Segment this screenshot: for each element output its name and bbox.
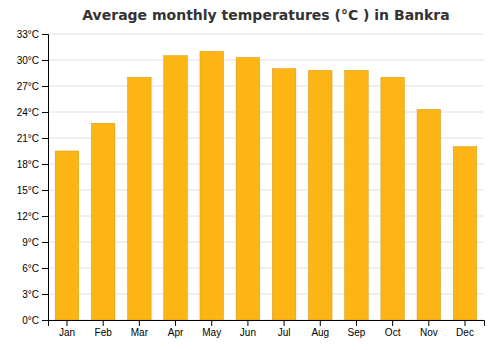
tick-label: May xyxy=(202,327,221,338)
grid-line xyxy=(48,34,484,35)
bar xyxy=(200,51,224,320)
tick-label: 9°C xyxy=(22,237,39,248)
x-tick: Dec xyxy=(456,320,474,338)
tick-mark xyxy=(42,34,48,35)
tick-mark xyxy=(392,320,393,326)
grid xyxy=(48,34,484,320)
tick-label: Oct xyxy=(385,327,401,338)
tick-label: Dec xyxy=(456,327,474,338)
y-tick: 18°C xyxy=(17,159,48,170)
tick-label: 27°C xyxy=(17,81,39,92)
bars xyxy=(55,51,477,320)
tick-mark xyxy=(139,320,140,326)
tick-label: Jun xyxy=(240,327,256,338)
tick-label: 21°C xyxy=(17,133,39,144)
x-tick: Oct xyxy=(385,320,401,338)
axis-line xyxy=(42,35,49,321)
tick-mark xyxy=(103,320,104,326)
tick-label: Mar xyxy=(131,327,149,338)
tick-mark xyxy=(320,320,321,326)
tick-mark xyxy=(42,216,48,217)
title: Average monthly temperatures (°C ) in Ba… xyxy=(82,7,449,23)
grid-line xyxy=(48,86,484,87)
tick-label: Nov xyxy=(420,327,438,338)
grid-line xyxy=(48,60,484,61)
y-tick: 15°C xyxy=(17,185,48,196)
axis-line xyxy=(49,321,485,327)
tick-mark xyxy=(42,242,48,243)
y-tick: 24°C xyxy=(17,107,48,118)
bar xyxy=(128,77,152,320)
y-tick: 27°C xyxy=(17,81,48,92)
y-tick: 33°C xyxy=(17,29,48,40)
plot-area: 0°C 3°C 6°C 9°C 12°C 15°C 18°C 21°C 24°C 27°C 30°C… xyxy=(17,29,485,338)
bar xyxy=(272,69,296,320)
bar xyxy=(91,123,115,320)
tick-mark xyxy=(42,138,48,139)
y-tick: 21°C xyxy=(17,133,48,144)
bar xyxy=(164,56,188,320)
bar xyxy=(345,70,369,320)
tick-label: 30°C xyxy=(17,55,39,66)
tick-label: 12°C xyxy=(17,211,39,222)
tick-mark xyxy=(175,320,176,326)
y-axis: 0°C 3°C 6°C 9°C 12°C 15°C 18°C 21°C 24°C 27°C 30°C… xyxy=(17,29,49,326)
tick-mark xyxy=(42,190,48,191)
bar xyxy=(55,151,79,320)
tick-label: Apr xyxy=(168,327,184,338)
tick-mark xyxy=(211,320,212,326)
tick-label: Aug xyxy=(311,327,329,338)
bar xyxy=(309,70,333,320)
y-tick: 6°C xyxy=(22,263,48,274)
tick-label: 24°C xyxy=(17,107,39,118)
y-tick: 12°C xyxy=(17,211,48,222)
tick-label: Sep xyxy=(348,327,366,338)
x-tick: Sep xyxy=(348,320,366,338)
tick-mark xyxy=(284,320,285,326)
tick-mark xyxy=(247,320,248,326)
tick-mark xyxy=(42,268,48,269)
tick-mark xyxy=(356,320,357,326)
x-tick: Mar xyxy=(131,320,149,338)
tick-label: 0°C xyxy=(22,315,39,326)
x-tick: Aug xyxy=(311,320,329,338)
bar xyxy=(417,109,441,320)
tick-mark xyxy=(465,320,466,326)
chart: 0°C 3°C 6°C 9°C 12°C 15°C 18°C 21°C 24°C 27°C 30°C… xyxy=(0,0,500,350)
tick-mark xyxy=(42,164,48,165)
tick-mark xyxy=(42,320,48,321)
tick-mark xyxy=(42,60,48,61)
x-tick: Nov xyxy=(420,320,438,338)
y-tick: 9°C xyxy=(22,237,48,248)
x-tick: Feb xyxy=(95,320,113,338)
tick-label: 15°C xyxy=(17,185,39,196)
x-axis: Jan Feb Mar Apr May Jun Jul Aug Sep Oct Nov Dec xyxy=(49,320,485,338)
tick-label: 33°C xyxy=(17,29,39,40)
x-tick: Jul xyxy=(278,320,291,338)
tick-label: 18°C xyxy=(17,159,39,170)
bar xyxy=(236,57,260,320)
tick-label: Jul xyxy=(278,327,291,338)
tick-label: 6°C xyxy=(22,263,39,274)
y-tick: 3°C xyxy=(22,289,48,300)
x-tick: Jun xyxy=(240,320,256,338)
tick-mark xyxy=(428,320,429,326)
tick-mark xyxy=(42,294,48,295)
tick-mark xyxy=(42,112,48,113)
tick-label: 3°C xyxy=(22,289,39,300)
y-tick: 30°C xyxy=(17,55,48,66)
y-tick: 0°C xyxy=(22,315,48,326)
x-tick: Apr xyxy=(168,320,184,338)
tick-mark xyxy=(66,320,67,326)
tick-label: Feb xyxy=(95,327,113,338)
x-tick: Jan xyxy=(59,320,75,338)
tick-mark xyxy=(42,86,48,87)
tick-label: Jan xyxy=(59,327,75,338)
bar xyxy=(453,147,477,320)
bar xyxy=(381,77,405,320)
x-tick: May xyxy=(202,320,221,338)
